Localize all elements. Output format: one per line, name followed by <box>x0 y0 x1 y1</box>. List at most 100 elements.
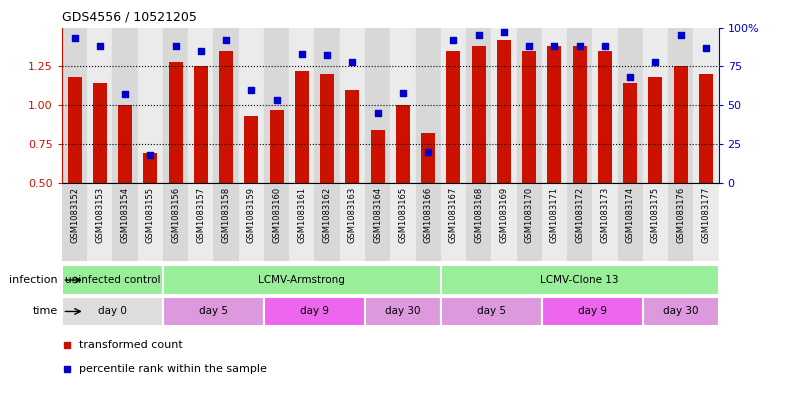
Bar <box>137 183 163 261</box>
Bar <box>245 116 258 183</box>
Text: GSM1083160: GSM1083160 <box>272 187 281 243</box>
Bar <box>194 66 208 183</box>
Text: day 5: day 5 <box>199 307 228 316</box>
Bar <box>542 297 643 326</box>
Text: GSM1083170: GSM1083170 <box>525 187 534 243</box>
Text: GSM1083173: GSM1083173 <box>600 187 610 243</box>
Bar <box>517 183 542 261</box>
Bar <box>548 46 561 183</box>
Bar <box>365 183 391 261</box>
Point <box>700 44 712 51</box>
Bar <box>441 183 466 261</box>
Text: GSM1083176: GSM1083176 <box>676 187 685 243</box>
Bar <box>239 28 264 183</box>
Bar <box>239 183 264 261</box>
Text: GSM1083159: GSM1083159 <box>247 187 256 242</box>
Bar <box>572 46 587 183</box>
Bar <box>62 28 87 183</box>
Text: GDS4556 / 10521205: GDS4556 / 10521205 <box>62 11 197 24</box>
Point <box>321 52 333 59</box>
Point <box>422 149 434 155</box>
Text: GSM1083156: GSM1083156 <box>171 187 180 243</box>
Bar <box>598 51 612 183</box>
Bar <box>466 183 491 261</box>
Text: GSM1083166: GSM1083166 <box>424 187 433 243</box>
Bar <box>693 28 719 183</box>
Point <box>245 86 258 93</box>
Bar <box>320 74 334 183</box>
Bar <box>113 28 137 183</box>
Bar <box>289 183 314 261</box>
Bar <box>314 28 340 183</box>
Text: GSM1083154: GSM1083154 <box>121 187 129 242</box>
Bar <box>270 110 283 183</box>
Bar <box>623 83 637 183</box>
Bar <box>264 28 289 183</box>
Text: GSM1083158: GSM1083158 <box>222 187 230 243</box>
Bar <box>365 297 441 326</box>
Bar <box>415 183 441 261</box>
Bar <box>592 28 618 183</box>
Bar <box>567 183 592 261</box>
Text: percentile rank within the sample: percentile rank within the sample <box>79 364 267 374</box>
Text: infection: infection <box>10 275 58 285</box>
Point <box>346 59 359 65</box>
Bar <box>522 51 536 183</box>
Bar <box>693 183 719 261</box>
Bar <box>214 28 239 183</box>
Bar <box>345 90 360 183</box>
Bar <box>491 28 517 183</box>
Bar <box>441 265 719 295</box>
Bar <box>643 297 719 326</box>
Text: uninfected control: uninfected control <box>64 275 160 285</box>
Bar <box>674 66 688 183</box>
Bar <box>163 297 264 326</box>
Bar <box>567 28 592 183</box>
Text: GSM1083164: GSM1083164 <box>373 187 382 243</box>
Bar <box>340 28 365 183</box>
Bar <box>517 28 542 183</box>
Text: GSM1083168: GSM1083168 <box>474 187 483 243</box>
Bar <box>163 28 188 183</box>
Bar <box>168 62 183 183</box>
Bar <box>441 28 466 183</box>
Text: day 9: day 9 <box>300 307 329 316</box>
Point <box>270 97 283 104</box>
Point <box>522 43 535 49</box>
Point <box>144 152 156 158</box>
Text: day 30: day 30 <box>663 307 699 316</box>
Bar <box>219 51 233 183</box>
Bar <box>62 297 163 326</box>
Bar <box>340 183 365 261</box>
Text: day 0: day 0 <box>98 307 127 316</box>
Point <box>674 32 687 39</box>
Bar <box>137 28 163 183</box>
Text: GSM1083152: GSM1083152 <box>70 187 79 242</box>
Bar <box>188 28 214 183</box>
Text: GSM1083172: GSM1083172 <box>575 187 584 243</box>
Text: day 30: day 30 <box>385 307 421 316</box>
Bar <box>371 130 384 183</box>
Bar <box>497 40 511 183</box>
Bar <box>67 77 82 183</box>
Point <box>68 35 81 42</box>
Bar <box>441 297 542 326</box>
Bar <box>396 105 410 183</box>
Point <box>498 29 511 35</box>
Bar <box>87 183 113 261</box>
Bar <box>415 28 441 183</box>
Bar <box>264 297 365 326</box>
Bar <box>264 183 289 261</box>
Text: LCMV-Armstrong: LCMV-Armstrong <box>258 275 345 285</box>
Text: GSM1083161: GSM1083161 <box>298 187 306 243</box>
Point <box>472 32 485 39</box>
Text: GSM1083174: GSM1083174 <box>626 187 634 243</box>
Bar <box>118 105 132 183</box>
Bar <box>93 83 106 183</box>
Bar <box>472 46 486 183</box>
Bar <box>699 74 713 183</box>
Text: GSM1083163: GSM1083163 <box>348 187 357 243</box>
Point <box>119 91 132 97</box>
Bar <box>163 265 441 295</box>
Bar <box>542 183 567 261</box>
